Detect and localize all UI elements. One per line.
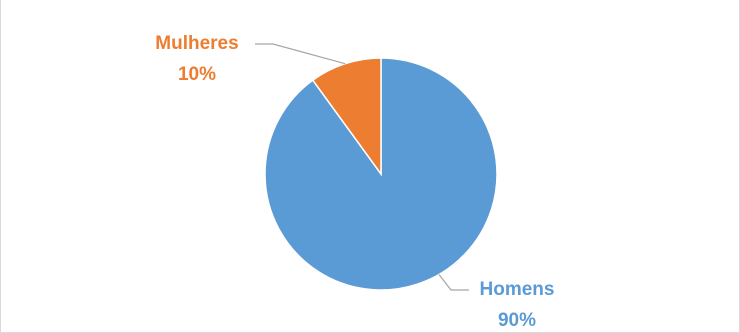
data-label-mulheres-name: Mulheres [155, 33, 238, 54]
leader-line-mulheres [255, 43, 346, 65]
data-label-homens-name: Homens [480, 279, 555, 300]
leader-line-homens [438, 274, 469, 291]
data-label-mulheres-value: 10% [178, 64, 216, 85]
data-label-homens-value: 90% [498, 310, 536, 331]
pie-slice-mulheres [311, 57, 382, 177]
